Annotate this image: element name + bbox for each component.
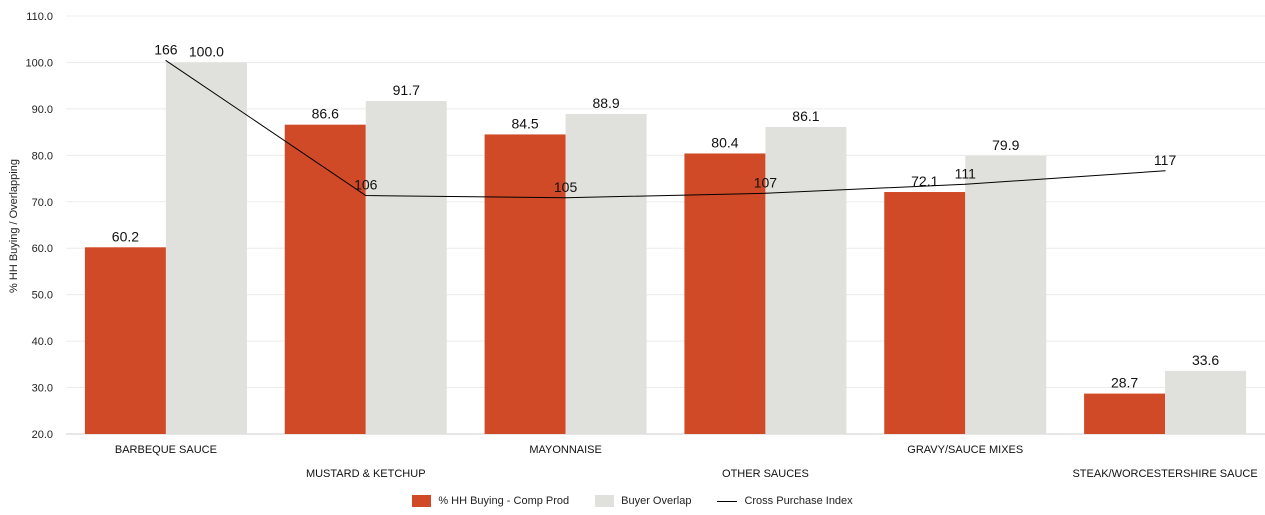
data-label-cross-purchase-index: 106 (354, 177, 378, 193)
y-tick-label: 110.0 (26, 11, 53, 23)
cross-purchase-index-point (165, 60, 167, 62)
legend-item-cross-purchase-index: Cross Purchase Index (717, 495, 853, 507)
y-tick-label: 100.0 (25, 57, 53, 69)
y-tick-label: 70.0 (32, 197, 53, 209)
y-tick-label: 20.0 (32, 429, 53, 441)
y-axis-label: % HH Buying / Overlapping (8, 159, 20, 293)
data-label-hh-buying: 72.1 (911, 173, 938, 189)
legend: % HH Buying - Comp Prod Buyer Overlap Cr… (0, 495, 1265, 507)
bar-hh-buying-gravy-sauce-mixes (884, 192, 966, 434)
data-label-cross-purchase-index: 117 (1154, 152, 1177, 168)
bar-buyer-overlap-gravy-sauce-mixes (965, 155, 1047, 434)
y-tick-label: 60.0 (32, 243, 53, 255)
data-label-buyer-overlap: 100.0 (189, 43, 224, 59)
data-label-hh-buying: 28.7 (1111, 375, 1138, 391)
cross-purchase-line: 166 106 105 107 111 117 (154, 42, 1176, 199)
data-label-cross-purchase-index: 166 (154, 42, 178, 58)
bar-hh-buying-mayonnaise (484, 134, 566, 434)
data-label-cross-purchase-index: 111 (955, 165, 976, 181)
data-label-buyer-overlap: 86.1 (792, 108, 819, 124)
legend-swatch-hh-buying (412, 495, 432, 507)
bar-hh-buying-barbeque-sauce (84, 247, 166, 434)
data-label-cross-purchase-index: 107 (754, 174, 778, 190)
y-tick-label: 30.0 (32, 383, 53, 395)
legend-label-buyer-overlap: Buyer Overlap (621, 495, 692, 507)
legend-label-cross-purchase-index: Cross Purchase Index (744, 495, 853, 507)
data-label-buyer-overlap: 88.9 (592, 95, 619, 111)
bar-hh-buying-steak-worcestershire-sauce (1084, 393, 1166, 434)
data-label-hh-buying: 80.4 (711, 134, 738, 150)
data-label-hh-buying: 86.6 (312, 106, 339, 122)
y-tick-label: 50.0 (32, 290, 53, 302)
data-label-buyer-overlap: 33.6 (1192, 352, 1219, 368)
category-label-mustard-ketchup: MUSTARD & KETCHUP (306, 468, 426, 480)
cross-purchase-index-point (365, 195, 367, 197)
legend-label-hh-buying: % HH Buying - Comp Prod (438, 495, 570, 507)
category-label-gravy-sauce-mixes: GRAVY/SAUCE MIXES (907, 444, 1023, 456)
category-label-other-sauces: OTHER SAUCES (722, 468, 809, 480)
data-label-cross-purchase-index: 105 (554, 179, 578, 195)
cross-purchase-index-point (964, 183, 966, 185)
bar-buyer-overlap-barbeque-sauce (165, 62, 247, 434)
bar-buyer-overlap-other-sauces (765, 127, 847, 434)
y-axis-ticks: 20.0 30.0 40.0 50.0 60.0 70.0 80.0 90.0 100.0 110… (25, 11, 53, 441)
bar-hh-buying-mustard-ketchup (284, 124, 366, 435)
y-tick-label: 40.0 (32, 336, 53, 348)
bar-buyer-overlap-steak-worcestershire-sauce (1165, 370, 1247, 434)
bars: 60.2 100.0 86.6 91.7 84.5 88.9 80.4 86.1 72.1 79.… (84, 43, 1247, 435)
bar-buyer-overlap-mayonnaise (565, 113, 647, 435)
cross-purchase-index-point (764, 192, 766, 194)
data-label-buyer-overlap: 91.7 (393, 82, 420, 98)
category-label-mayonnaise: MAYONNAISE (529, 444, 602, 456)
y-tick-label: 90.0 (32, 104, 53, 116)
data-label-hh-buying: 60.2 (112, 228, 139, 244)
legend-swatch-buyer-overlap (595, 495, 615, 507)
cross-purchase-index-point (1164, 170, 1166, 172)
data-label-buyer-overlap: 79.9 (992, 137, 1019, 153)
data-label-hh-buying: 84.5 (511, 115, 538, 131)
cross-purchase-index-line (165, 60, 1166, 199)
bar-buyer-overlap-mustard-ketchup (365, 100, 447, 434)
category-labels: BARBEQUE SAUCE MUSTARD & KETCHUP MAYONNAIS… (115, 444, 1258, 480)
cross-purchase-index-point (565, 197, 567, 199)
category-label-barbeque-sauce: BARBEQUE SAUCE (115, 444, 217, 456)
bar-hh-buying-other-sauces (684, 153, 766, 434)
legend-swatch-cross-purchase-index (717, 500, 738, 502)
gridlines (66, 15, 1265, 435)
category-label-steak-worcestershire-sauce: STEAK/WORCESTERSHIRE SAUCE (1072, 468, 1257, 480)
y-tick-label: 80.0 (32, 150, 53, 162)
legend-item-hh-buying: % HH Buying - Comp Prod (412, 495, 569, 507)
legend-item-buyer-overlap: Buyer Overlap (595, 495, 691, 507)
